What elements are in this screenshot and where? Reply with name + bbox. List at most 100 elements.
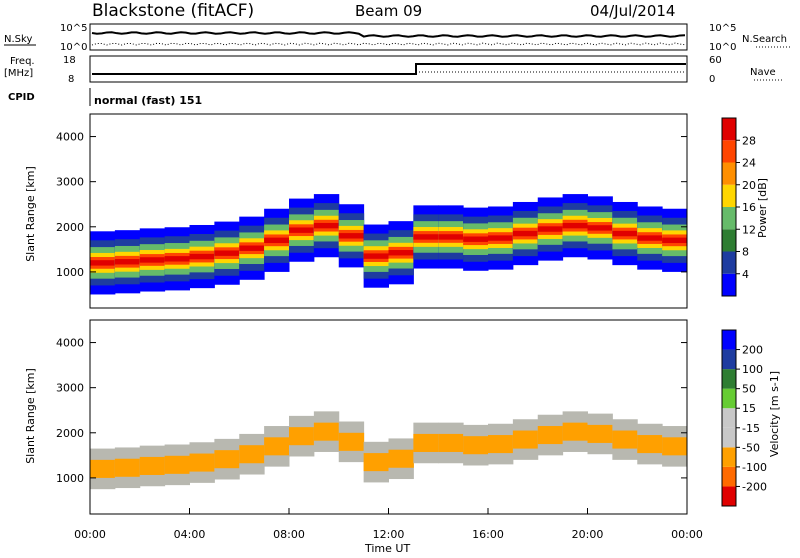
cpid-label: CPID [8,92,35,103]
nsearch-series [91,42,686,46]
power-colorbar-tick: 20 [742,179,756,192]
echo-cell [537,426,564,445]
echo-cell [289,427,315,446]
cpid-panel: CPID normal (fast) 151 [8,88,202,107]
cpid-text: normal (fast) 151 [94,94,202,107]
date-title: 04/Jul/2014 [590,2,675,20]
echo-cell [189,253,215,260]
nsearch-tick-bottom: 10^0 [709,42,736,53]
echo-cell [438,234,464,240]
y-tick-label: 2000 [56,221,84,234]
nsky-tick-top: 10^5 [60,23,87,34]
echo-cell [114,259,141,265]
echo-cell [214,450,240,469]
power-colorbar-swatch [722,229,736,252]
velocity-colorbar-tick: 200 [742,344,763,357]
power-colorbar-swatch [722,118,736,141]
echo-cell [264,237,290,244]
nsearch-tick-top: 10^5 [709,23,736,34]
echo-cell [612,430,638,449]
echo-cell [164,256,190,262]
velocity-colorbar-label: Velocity [m s-1] [768,371,781,457]
echo-cell [214,250,240,256]
echo-cell [413,433,439,452]
echo-cell [388,250,414,256]
x-tick-label: 08:00 [273,528,305,541]
velocity-colorbar-tick: 50 [742,383,756,396]
velocity-colorbar-swatch [722,408,736,428]
power-colorbar-swatch [722,162,736,185]
echo-cell [114,458,141,477]
power-colorbar-swatch [722,273,736,296]
velocity-colorbar-swatch [722,466,736,487]
nsearch-label: N.Search [742,34,787,45]
velocity-panel: Slant Range [km] 1000 2000 3000 4000 [24,319,688,515]
velocity-colorbar-tick: -100 [742,461,767,474]
velocity-colorbar-tick: -200 [742,480,767,493]
velocity-colorbar-swatch [722,369,736,389]
echo-cell [264,437,290,456]
power-colorbar-tick: 4 [742,268,749,281]
echo-cell [239,445,265,464]
y-tick-label: 2000 [56,427,84,440]
echo-cell [537,226,564,232]
velocity-colorbar-swatch [722,447,736,467]
power-colorbar-tick: 28 [742,134,756,147]
echo-cell [139,456,166,475]
power-colorbar: 4 8 12 16 20 24 28 Power [dB] [721,117,769,297]
echo-cell [637,235,663,241]
y-tick-label: 4000 [56,337,84,350]
y-tick-label: 4000 [56,131,84,144]
echo-cell [512,230,539,237]
nave-tick-bottom: 0 [709,74,715,85]
y-tick-label: 3000 [56,382,84,395]
velocity-colorbar-tick: -15 [742,422,760,435]
freq-label-1: Freq. [10,56,35,67]
echo-cell [662,437,688,456]
echo-cell [313,422,340,441]
velocity-colorbar: -200 -100 -50 -15 15 50 100 200 Velocity [m s-1… [721,329,781,507]
echo-cell [512,430,539,449]
nsky-tick-bottom: 10^0 [60,42,87,53]
echo-cell [562,222,588,229]
x-axis-label: Time UT [364,542,410,554]
power-ylabel: Slant Range [km] [24,166,37,262]
power-colorbar-swatch [722,207,736,230]
nsky-series [91,31,686,38]
power-colorbar-tick: 16 [742,201,756,214]
nave-tick-top: 60 [709,55,722,66]
power-colorbar-swatch [722,140,736,163]
freq-tick-bottom: 8 [68,74,74,85]
freq-tick-top: 18 [63,55,76,66]
power-colorbar-swatch [722,251,736,274]
velocity-colorbar-swatch [722,388,736,409]
velocity-colorbar-tick: 100 [742,363,763,376]
echo-cell [488,235,514,241]
velocity-colorbar-swatch [722,427,736,448]
power-colorbar-label: Power [dB] [756,178,769,238]
x-tick-label: 00:00 [74,528,106,541]
echo-cell [313,222,340,229]
echo-cell [488,435,514,454]
velocity-colorbar-swatch [722,486,736,506]
echo-cell [662,237,688,244]
echo-cell [139,257,166,263]
nave-label: Nave [750,67,776,78]
beam-title: Beam 09 [355,2,422,20]
x-tick-label: 04:00 [174,528,206,541]
power-colorbar-swatch [722,184,736,207]
freq-label-2: [MHz] [4,68,33,79]
y-tick-label: 1000 [56,472,84,485]
echo-cell [338,233,365,239]
power-panel: Slant Range [km] 1000 2000 3000 4000 [24,113,688,309]
x-tick-label: 12:00 [373,528,405,541]
echo-cell [338,432,365,451]
echo-cell [90,260,116,266]
echo-cell [612,230,638,237]
x-tick-label: 20:00 [572,528,604,541]
power-colorbar-tick: 12 [742,223,756,236]
echo-cell [363,453,389,472]
freq-series [92,63,686,75]
echo-cell [90,459,116,478]
